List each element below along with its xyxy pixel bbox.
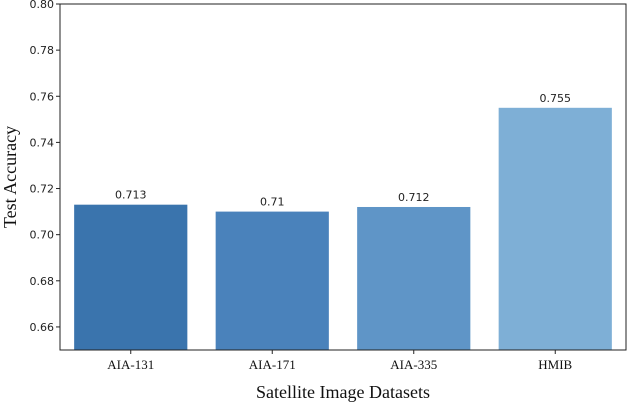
y-tick-label: 0.80 <box>30 0 55 11</box>
y-axis-ticks: 0.66 0.68 0.70 0.72 0.74 0.76 0.78 0.80 <box>30 0 60 334</box>
bars <box>74 107 612 350</box>
plot-frame <box>59 3 627 351</box>
y-tick-label: 0.68 <box>30 275 55 288</box>
value-label: 0.71 <box>260 196 285 209</box>
y-tick-label: 0.74 <box>30 136 55 149</box>
y-tick-label: 0.70 <box>30 229 55 242</box>
bar-aia-335 <box>357 206 471 350</box>
bar-aia-171 <box>215 211 329 350</box>
x-tick-label: AIA-131 <box>107 357 154 372</box>
bar-aia-131 <box>74 204 188 350</box>
x-tick-label: AIA-335 <box>390 357 437 372</box>
x-axis-ticks: AIA-131 AIA-171 AIA-335 HMIB <box>107 350 573 372</box>
y-axis-title: Test Accuracy <box>0 126 20 228</box>
y-tick-label: 0.76 <box>30 90 55 103</box>
y-tick-label: 0.78 <box>30 44 55 57</box>
x-axis-title: Satellite Image Datasets <box>256 382 430 402</box>
x-tick-label: AIA-171 <box>249 357 296 372</box>
value-labels: 0.713 0.71 0.712 0.755 <box>115 92 571 209</box>
x-tick-label: HMIB <box>538 357 572 372</box>
y-tick-label: 0.66 <box>30 321 55 334</box>
y-tick-label: 0.72 <box>30 183 55 196</box>
value-label: 0.755 <box>540 92 572 105</box>
bar-hmib <box>498 107 612 350</box>
value-label: 0.712 <box>398 191 430 204</box>
value-label: 0.713 <box>115 189 147 202</box>
